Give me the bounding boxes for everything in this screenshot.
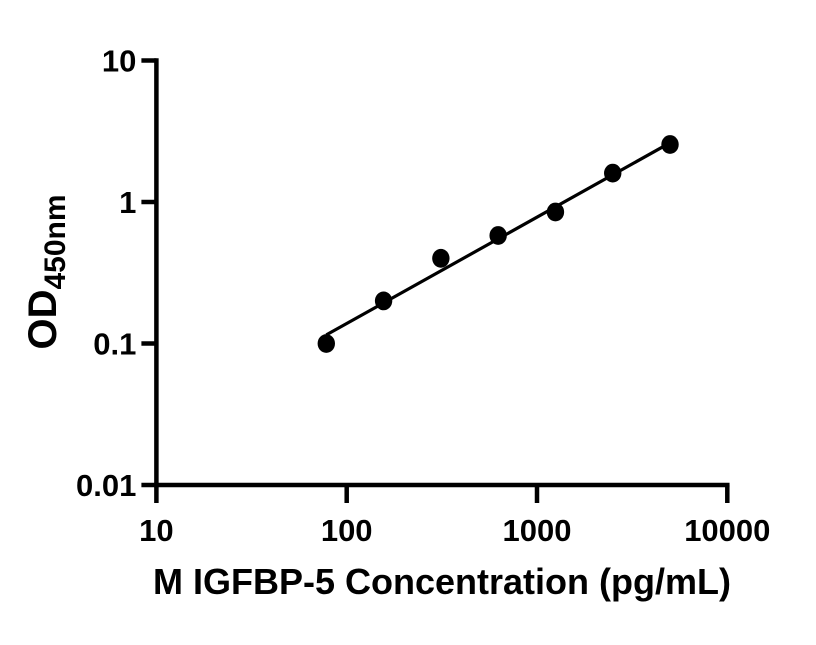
data-point: [546, 202, 565, 222]
x-axis-title: M IGFBP-5 Concentration (pg/mL): [153, 561, 731, 602]
data-point: [432, 248, 450, 268]
data-point: [489, 226, 507, 245]
y-tick-label: 0.01: [76, 468, 136, 503]
y-axis-title-main-text: OD: [21, 290, 65, 350]
data-point: [661, 135, 679, 154]
y-tick-label: 1: [119, 185, 136, 220]
y-axis-title-subscript: 450nm: [39, 194, 72, 289]
x-tick-label: 10: [139, 513, 173, 548]
data-point: [317, 334, 335, 353]
axes-layer: 10 100 1000 10000 10 1 0.1 0.01: [76, 44, 770, 549]
x-tick-label: 100: [321, 513, 373, 548]
x-tick-label: 10000: [684, 513, 770, 548]
y-axis-title: OD450nm: [21, 194, 72, 349]
data-point: [374, 291, 393, 311]
y-tick-label: 0.1: [93, 327, 136, 362]
data-point: [604, 163, 622, 183]
x-tick-label: 1000: [503, 513, 572, 548]
y-tick-label: 10: [102, 44, 136, 79]
data-series-layer: [317, 135, 679, 353]
